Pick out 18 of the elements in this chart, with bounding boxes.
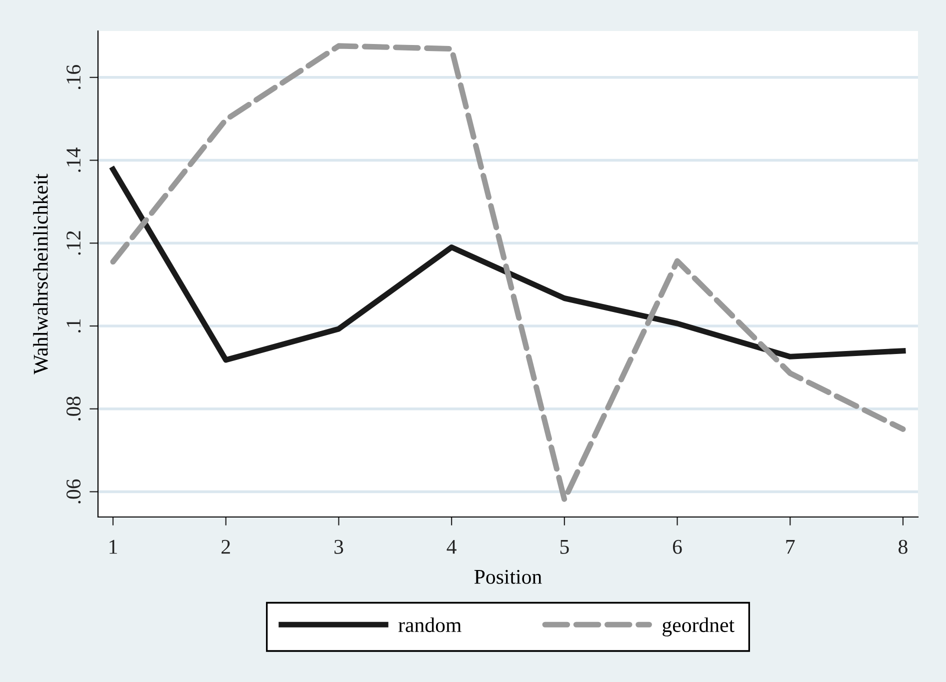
x-tick-label: 1 xyxy=(110,540,117,554)
x-axis-title: Position xyxy=(474,570,542,584)
x-tick-label: 8 xyxy=(898,540,908,554)
y-tick-label: .06 xyxy=(66,479,81,504)
y-tick-label: .1 xyxy=(66,319,81,332)
x-tick-label: 2 xyxy=(222,540,230,554)
y-tick-label: .12 xyxy=(66,231,81,255)
y-tick-label: .16 xyxy=(66,65,81,90)
y-tick-label: .14 xyxy=(66,148,81,172)
x-tick-label: 6 xyxy=(672,540,682,554)
y-tick-label: .08 xyxy=(66,396,81,421)
x-tick-label: 4 xyxy=(446,540,456,554)
x-tick-label: 5 xyxy=(560,540,569,554)
y-axis-title: Wahlwahrscheinlichkeit xyxy=(33,174,48,374)
x-tick-label: 7 xyxy=(786,540,795,554)
legend-label: random xyxy=(398,617,462,632)
x-tick-label: 3 xyxy=(334,540,344,554)
legend-label: geordnet xyxy=(662,617,734,636)
